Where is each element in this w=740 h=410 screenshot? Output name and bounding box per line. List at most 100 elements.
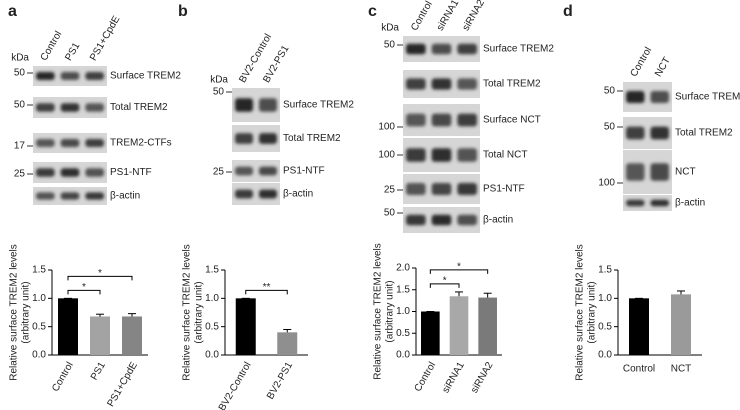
significance-bracket (429, 269, 489, 274)
y-tick-label: 0.0 (32, 350, 46, 361)
y-axis-label: Relative surface TREM2 levels (9, 244, 20, 381)
blot-row (403, 207, 480, 233)
lane-label: siRNA1 (435, 0, 462, 33)
bar (629, 298, 649, 355)
bar (235, 298, 256, 355)
blot-band (406, 113, 426, 127)
lane-label: Control (409, 0, 435, 33)
blot-band (85, 139, 104, 147)
y-tick-label: 0.0 (396, 350, 410, 361)
row-label: Surface TREM2 (283, 100, 354, 111)
blot-band (406, 43, 426, 55)
marker-label: 50 (14, 68, 26, 79)
blot-band (36, 103, 55, 112)
y-tick-label: 2.0 (396, 263, 410, 274)
blot-band (650, 126, 669, 140)
blot-background (232, 160, 280, 182)
row-label: β-actin (110, 191, 140, 202)
row-label: Total TREM2 (675, 128, 733, 139)
blot-band (259, 166, 277, 176)
lane-label: PS1 (63, 41, 82, 63)
x-tick-label: PS1 (89, 360, 108, 382)
row-label: NCT (675, 167, 696, 178)
y-tick-label: 0.5 (205, 321, 219, 332)
y-tick-label: 1.0 (32, 293, 46, 304)
bar (58, 298, 78, 355)
y-axis-label: (arbitrary unit) (194, 281, 205, 343)
blot-band (36, 192, 55, 200)
blot-row (33, 97, 107, 118)
blot-band (60, 139, 80, 147)
blot-band (431, 183, 452, 195)
row-label: β-actin (675, 198, 705, 209)
kda-label: kDa (210, 75, 228, 86)
blot-band (650, 163, 669, 181)
y-tick-label: 1.5 (205, 265, 219, 276)
marker-label: 25 (384, 185, 396, 196)
y-axis-label: (arbitrary unit) (587, 281, 598, 343)
blot-row (403, 104, 480, 136)
x-tick-label: Control (50, 360, 76, 393)
bar (671, 294, 691, 355)
blot-band (626, 163, 645, 181)
blot-band (431, 214, 452, 226)
blot-row (623, 117, 672, 149)
kda-label: kDa (381, 23, 399, 34)
panel-letter: b (178, 3, 188, 20)
blot-band (431, 148, 452, 162)
row-label: Surface TREM2 (110, 71, 181, 82)
y-tick-label: 0.5 (396, 328, 410, 339)
blot-band (457, 148, 477, 162)
blot-band (259, 133, 277, 144)
bar (277, 332, 298, 355)
blot-row (403, 138, 480, 172)
panel-letter: c (368, 3, 377, 20)
bar (421, 311, 440, 355)
row-label: TREM2-CTFs (110, 138, 172, 149)
panel-letter: d (563, 3, 573, 20)
blot-band (60, 72, 80, 80)
lane-label: siRNA2 (461, 0, 488, 33)
x-tick-label: NCT (671, 364, 692, 375)
blot-band (431, 78, 452, 90)
blot-band (259, 189, 277, 199)
significance-bracket (429, 283, 460, 288)
significance-bracket (67, 289, 101, 295)
blot-band (36, 139, 55, 147)
significance-label: * (98, 268, 102, 279)
marker-label: 50 (213, 87, 225, 98)
marker-label: 100 (378, 122, 395, 133)
blot-row (403, 174, 480, 204)
blot-row (33, 66, 107, 86)
y-tick-label: 1.5 (396, 284, 410, 295)
y-axis-label: Relative surface TREM2 levels (575, 244, 586, 381)
blot-band (60, 168, 80, 177)
blot-band (235, 189, 253, 199)
blot-band (626, 126, 645, 140)
y-tick-label: 0.0 (598, 350, 612, 361)
marker-label: 50 (604, 86, 616, 97)
blot-band (85, 103, 104, 112)
row-label: Total NCT (483, 150, 527, 161)
y-tick-label: 1.5 (32, 265, 46, 276)
blot-band (457, 214, 477, 226)
marker-label: 50 (384, 208, 396, 219)
x-tick-label: siRNA1 (440, 360, 467, 395)
marker-label: 25 (14, 169, 26, 180)
x-tick-label: BV2-PS1 (265, 360, 295, 402)
blot-row (232, 88, 280, 122)
blot-background (623, 195, 672, 211)
marker-label: 50 (604, 122, 616, 133)
y-axis-label: Relative surface TREM2 levels (182, 244, 193, 381)
marker-label: 17 (14, 141, 26, 152)
y-tick-label: 0.5 (598, 321, 612, 332)
significance-label: ** (263, 282, 271, 293)
y-axis-label: (arbitrary unit) (385, 280, 396, 342)
blot-row (623, 82, 672, 112)
blot-band (85, 168, 104, 177)
y-axis-label: Relative surface TREM2 levels (373, 243, 384, 380)
blot-row (623, 195, 672, 211)
blot-row (232, 125, 280, 152)
blot-band (85, 72, 104, 80)
marker-label: 100 (598, 178, 615, 189)
